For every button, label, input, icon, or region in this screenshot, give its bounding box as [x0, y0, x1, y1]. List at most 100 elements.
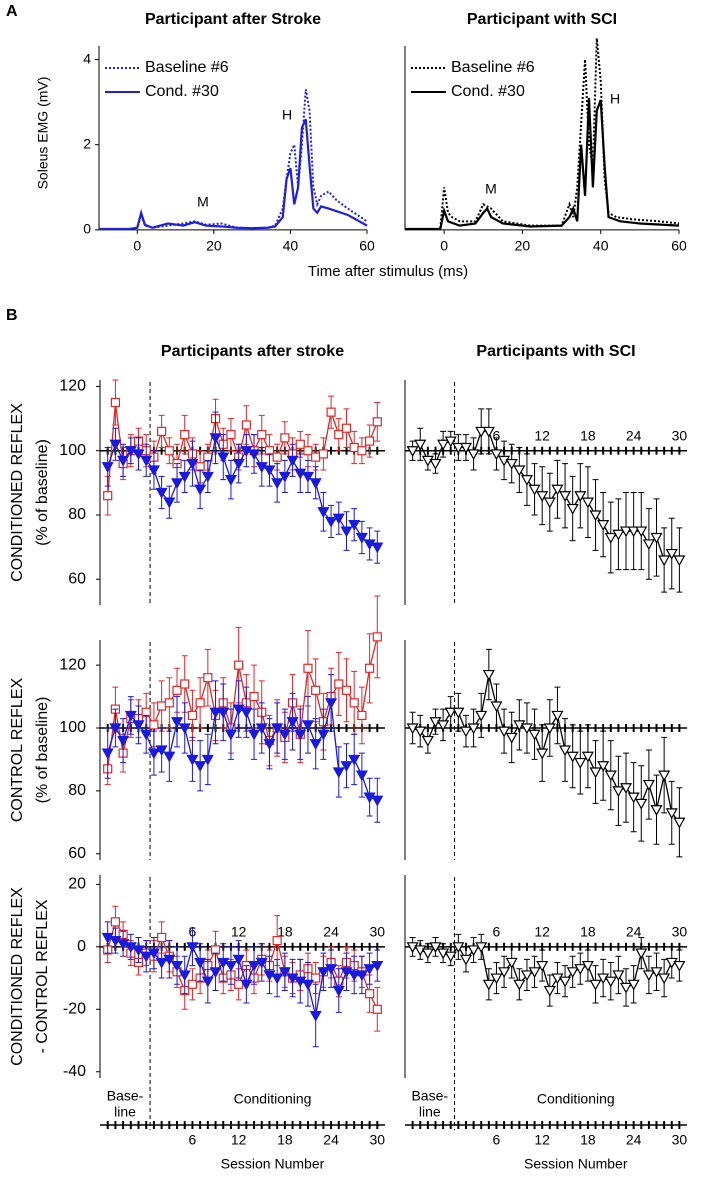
marker	[452, 442, 465, 454]
marker	[226, 430, 236, 440]
y-tick-label: -40	[63, 1063, 86, 1080]
marker	[355, 970, 368, 982]
marker	[597, 761, 610, 772]
x-tick-label: 12	[534, 427, 550, 443]
marker	[240, 446, 253, 457]
marker	[673, 960, 686, 972]
marker	[574, 964, 587, 975]
marker	[635, 798, 648, 810]
marker	[363, 792, 376, 804]
marker	[566, 751, 579, 763]
marker	[490, 701, 503, 713]
y-axis-label: - CONTROL REFLEX	[34, 899, 51, 1053]
phase-label: Conditioning	[234, 1091, 312, 1107]
marker	[301, 720, 314, 732]
marker	[589, 979, 602, 991]
y-axis-label: (% of baseline)	[34, 697, 51, 804]
marker	[140, 951, 153, 963]
marker	[627, 792, 640, 804]
marker	[201, 471, 214, 483]
marker	[543, 497, 556, 509]
marker	[109, 935, 122, 947]
marker	[513, 465, 526, 477]
x-tick-label: 18	[580, 924, 596, 940]
marker	[340, 761, 353, 772]
marker	[581, 497, 594, 509]
marker	[294, 976, 307, 988]
marker	[172, 685, 182, 695]
marker	[559, 491, 572, 502]
series-line	[107, 702, 378, 801]
marker	[155, 487, 168, 499]
marker	[178, 723, 191, 735]
marker	[186, 942, 199, 954]
marker	[482, 979, 495, 991]
marker	[124, 446, 137, 457]
marker	[452, 707, 465, 719]
marker	[272, 452, 282, 462]
marker	[348, 754, 361, 766]
marker	[263, 465, 276, 477]
marker	[467, 723, 480, 735]
marker	[240, 707, 253, 719]
marker	[349, 442, 359, 453]
marker	[180, 679, 190, 689]
marker	[581, 960, 594, 972]
marker	[309, 739, 322, 750]
marker	[444, 707, 457, 719]
x-tick-label: 18	[277, 924, 293, 940]
marker	[604, 770, 617, 782]
marker	[248, 729, 261, 741]
marker	[658, 973, 671, 985]
marker	[627, 979, 640, 991]
marker	[363, 964, 376, 975]
marker	[505, 957, 518, 969]
marker	[194, 761, 207, 772]
x-tick-label: 40	[283, 238, 299, 254]
marker	[437, 720, 450, 732]
marker	[317, 967, 330, 979]
marker	[101, 932, 114, 944]
marker	[635, 948, 648, 960]
marker	[309, 478, 322, 490]
panel-label: B	[6, 307, 18, 324]
marker	[414, 439, 427, 451]
marker	[171, 717, 184, 728]
x-tick-label: 24	[323, 924, 339, 940]
marker	[309, 1010, 322, 1022]
x-tick-label: 6	[493, 924, 501, 940]
marker	[482, 669, 495, 681]
marker	[520, 723, 533, 735]
marker	[355, 532, 368, 544]
x-tick-label: 40	[593, 238, 609, 254]
marker	[241, 420, 251, 430]
marker	[340, 526, 353, 538]
marker	[149, 720, 159, 730]
marker	[132, 945, 145, 957]
marker	[178, 970, 191, 982]
marker	[301, 979, 314, 991]
legend-label: Baseline #6	[145, 59, 229, 76]
chart-title: Participants after stroke	[161, 343, 344, 360]
marker	[203, 673, 213, 683]
marker	[164, 446, 174, 456]
phase-label: line	[114, 1104, 136, 1120]
marker	[620, 982, 633, 994]
marker	[334, 430, 344, 440]
marker	[263, 739, 276, 750]
marker	[372, 1004, 382, 1014]
x-tick-label: 30	[672, 1132, 688, 1148]
marker	[437, 439, 450, 451]
marker	[341, 423, 352, 433]
marker	[317, 507, 330, 519]
marker	[498, 455, 511, 467]
marker	[597, 520, 610, 531]
marker	[109, 439, 122, 451]
chart-title: Participants with SCI	[476, 343, 635, 360]
x-tick-label: 12	[534, 924, 550, 940]
marker	[317, 729, 330, 741]
marker	[444, 436, 457, 448]
marker	[348, 970, 361, 982]
annotation: H	[610, 91, 620, 107]
trace	[405, 38, 680, 231]
